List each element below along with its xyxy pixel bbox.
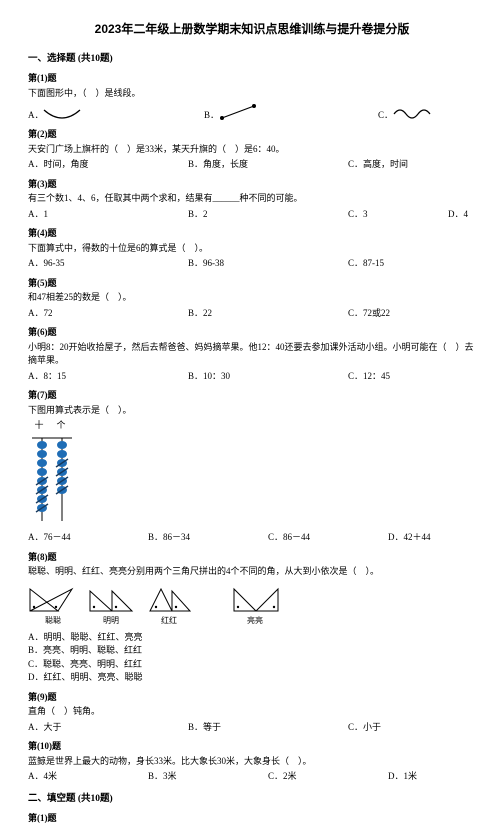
q7-abacus: 十 个 <box>32 419 476 527</box>
q7-label: 第(7)题 <box>28 389 476 403</box>
q8-cap-2: 明明 <box>86 615 136 627</box>
q8-cap-1: 聪聪 <box>28 615 78 627</box>
q6-body: 小明8：20开始收拾屋子，然后去帮爸爸、妈妈摘苹果。他12：40还要去参加课外活… <box>28 341 476 368</box>
q4-opt-a: A．96-35 <box>28 257 188 271</box>
q8-label: 第(8)题 <box>28 551 476 565</box>
q2-label: 第(2)题 <box>28 128 476 142</box>
q1-figure-b <box>218 102 258 122</box>
q2-body: 天安门广场上旗杆的（ ）是33米，某天升旗的（ ）是6：40。 <box>28 143 476 157</box>
q8-body: 聪聪、明明、红红、亮亮分别用两个三角尺拼出的4个不同的角，从大到小依次是（ ）。 <box>28 565 476 579</box>
q8-fig-congcong <box>28 583 78 613</box>
q6-opt-a: A．8：15 <box>28 370 188 384</box>
q7-opt-b: B．86－34 <box>148 531 268 545</box>
q1-figures: A． B． C． <box>28 102 476 122</box>
q8-opt-d: D．红红、明明、亮亮、聪聪 <box>28 671 476 685</box>
q7-opt-c: C．86－44 <box>268 531 388 545</box>
q5-opt-b: B．22 <box>188 307 348 321</box>
q10-label: 第(10)题 <box>28 740 476 754</box>
abacus-label-shi: 十 <box>34 419 43 433</box>
q8-opt-b: B．亮亮、明明、聪聪、红红 <box>28 644 476 658</box>
q7-body: 下图用算式表示是（ ）。 <box>28 404 476 418</box>
q2-opt-a: A．时间，角度 <box>28 158 188 172</box>
q3-opt-b: B．2 <box>188 208 348 222</box>
q9-opt-a: A．大于 <box>28 721 188 735</box>
q7-opt-d: D．42＋44 <box>388 531 468 545</box>
q3-opt-a: A．1 <box>28 208 188 222</box>
q8-cap-4: 亮亮 <box>230 615 280 627</box>
abacus-svg <box>32 433 72 523</box>
q2-opt-c: C．高度，时间 <box>348 158 448 172</box>
q4-label: 第(4)题 <box>28 227 476 241</box>
q5-opt-a: A．72 <box>28 307 188 321</box>
q3-opt-d: D．4 <box>448 208 488 222</box>
q9-label: 第(9)题 <box>28 691 476 705</box>
q10-body: 蓝鲸是世界上最大的动物，身长33米。比大象长30米，大象身长（ ）。 <box>28 755 476 769</box>
q8-opt-a: A．明明、聪聪、红红、亮亮 <box>28 631 476 645</box>
q10-opt-d: D．1米 <box>388 770 468 784</box>
q10-opt-c: C．2米 <box>268 770 388 784</box>
q8-captions: 聪聪 明明 红红 亮亮 <box>28 615 476 627</box>
q9-opt-c: C．小于 <box>348 721 448 735</box>
q1-opt-b-label: B． <box>204 109 218 123</box>
page-title: 2023年二年级上册数学期末知识点思维训练与提升卷提分版 <box>28 20 476 38</box>
q1-body: 下面图形中，（ ）是线段。 <box>28 87 476 101</box>
q4-opt-b: B．96-38 <box>188 257 348 271</box>
q8-fig-honghong <box>144 583 194 613</box>
q1-opt-c-label: C． <box>378 109 392 123</box>
q4-opt-c: C．87-15 <box>348 257 448 271</box>
q1-figure-a <box>42 106 82 122</box>
q8-figures <box>28 583 476 613</box>
q5-body: 和47相差25的数是（ ）。 <box>28 291 476 305</box>
q10-opt-a: A．4米 <box>28 770 148 784</box>
q5-label: 第(5)题 <box>28 277 476 291</box>
q6-label: 第(6)题 <box>28 326 476 340</box>
q1-opt-a-label: A． <box>28 109 42 123</box>
q3-label: 第(3)题 <box>28 178 476 192</box>
abacus-label-ge: 个 <box>56 419 65 433</box>
q2-opt-b: B．角度，长度 <box>188 158 348 172</box>
q5-opt-c: C．72或22 <box>348 307 448 321</box>
q6-opt-c: C．12：45 <box>348 370 448 384</box>
q9-opt-b: B．等于 <box>188 721 348 735</box>
q8-fig-liangliang <box>230 583 280 613</box>
q6-opt-b: B．10：30 <box>188 370 348 384</box>
q1-figure-c <box>392 106 432 122</box>
q10-opt-b: B．3米 <box>148 770 268 784</box>
q9-body: 直角（ ）钝角。 <box>28 705 476 719</box>
q11-label: 第(1)题 <box>28 812 476 826</box>
q8-fig-mingming <box>86 583 136 613</box>
section-fill-title: 二、填空题 (共10题) <box>28 792 476 806</box>
section-choice-title: 一、选择题 (共10题) <box>28 52 476 66</box>
q1-label: 第(1)题 <box>28 72 476 86</box>
q8-opt-c: C．聪聪、亮亮、明明、红红 <box>28 658 476 672</box>
q3-opt-c: C．3 <box>348 208 448 222</box>
q4-body: 下面算式中，得数的十位是6的算式是（ ）。 <box>28 242 476 256</box>
q8-cap-3: 红红 <box>144 615 194 627</box>
q7-opt-a: A．76－44 <box>28 531 148 545</box>
q3-body: 有三个数1、4、6，任取其中两个求和，结果有______种不同的可能。 <box>28 192 476 206</box>
